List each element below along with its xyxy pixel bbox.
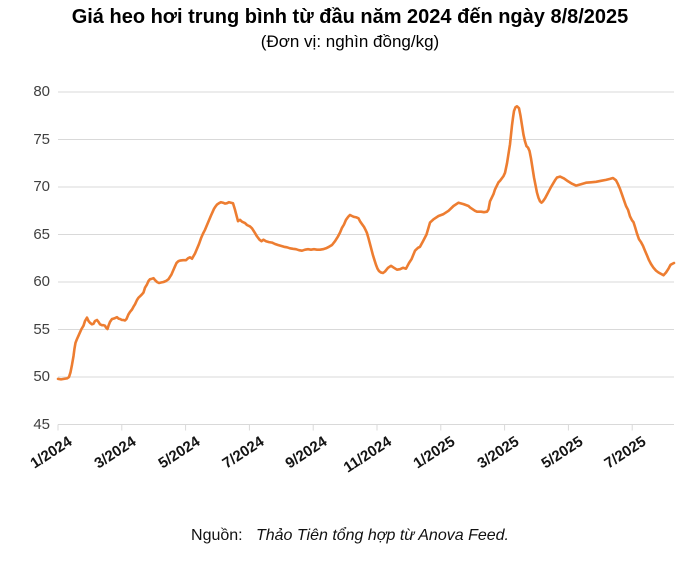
y-axis-label: 75 xyxy=(33,130,50,148)
y-axis-label: 50 xyxy=(33,368,50,385)
line-chart-svg xyxy=(56,91,676,431)
y-axis-label: 80 xyxy=(33,83,50,100)
price-series-line xyxy=(56,105,676,381)
source-prefix: Nguồn: xyxy=(191,527,243,544)
chart-unit-subtitle: (Đơn vị: nghìn đồng/kg) xyxy=(260,32,440,51)
y-axis-label: 60 xyxy=(33,273,50,290)
y-axis-label: 65 xyxy=(33,225,50,243)
y-axis-label: 45 xyxy=(33,415,50,433)
source-text: Thảo Tiên tổng hợp từ Anova Feed. xyxy=(255,527,509,544)
y-axis-label: 55 xyxy=(33,320,50,338)
y-axis-label: 70 xyxy=(33,178,50,195)
price-line-chart xyxy=(56,91,676,431)
chart-title: Giá heo hơi trung bình từ đầu năm 2024 đ… xyxy=(71,6,629,28)
source-note: Nguồn: Thảo Tiên tổng hợp từ Anova Feed. xyxy=(0,527,700,545)
